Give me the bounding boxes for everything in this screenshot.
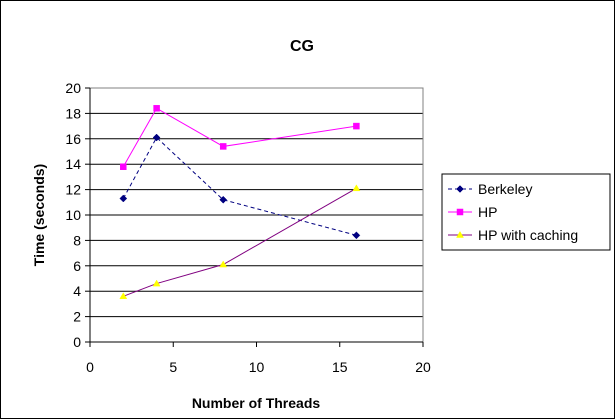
data-point bbox=[120, 163, 127, 170]
y-tick-label: 16 bbox=[65, 131, 81, 147]
y-axis-title: Time (seconds) bbox=[31, 164, 47, 266]
y-tick-label: 14 bbox=[65, 156, 81, 172]
legend: Berkeley HP HP with caching bbox=[441, 173, 611, 251]
legend-entry: HP bbox=[448, 204, 497, 220]
chart-title: CG bbox=[290, 38, 314, 55]
data-point bbox=[352, 231, 361, 240]
x-tick-label: 0 bbox=[86, 359, 94, 375]
x-tick-label: 20 bbox=[415, 359, 431, 375]
legend-marker bbox=[456, 231, 464, 238]
data-point bbox=[352, 184, 361, 192]
y-tick-label: 12 bbox=[65, 182, 81, 198]
legend-label: Berkeley bbox=[478, 181, 532, 197]
y-tick-label: 10 bbox=[65, 207, 81, 223]
x-tick-label: 15 bbox=[332, 359, 348, 375]
legend-label: HP with caching bbox=[478, 227, 578, 243]
series-line bbox=[123, 187, 357, 297]
y-tick-label: 20 bbox=[65, 80, 81, 96]
data-point bbox=[219, 195, 228, 204]
y-tick-label: 18 bbox=[65, 105, 81, 121]
data-point bbox=[119, 194, 128, 203]
data-point bbox=[219, 143, 227, 150]
series-line bbox=[122, 136, 357, 236]
data-point bbox=[119, 292, 128, 300]
legend-label: HP bbox=[478, 204, 497, 220]
axes: 0 2 4 6 8 10 12 14 16 18 20 0 5 10 15 20 bbox=[65, 80, 431, 375]
series-line bbox=[122, 107, 357, 167]
legend-marker bbox=[456, 208, 464, 216]
x-axis-title: Number of Threads bbox=[192, 395, 321, 411]
y-tick-label: 8 bbox=[73, 232, 81, 248]
data-point bbox=[353, 122, 360, 130]
grid-lines bbox=[90, 87, 423, 343]
y-tick-label: 6 bbox=[73, 258, 81, 274]
series-layer bbox=[119, 105, 361, 300]
data-point bbox=[219, 260, 228, 268]
series-hp bbox=[120, 105, 360, 170]
series-berkeley bbox=[119, 133, 361, 240]
y-tick-label: 4 bbox=[73, 283, 81, 299]
legend-marker bbox=[456, 185, 464, 193]
series-hp-with-caching bbox=[119, 184, 361, 300]
data-point bbox=[153, 105, 160, 112]
y-tick-label: 2 bbox=[73, 309, 81, 325]
data-point bbox=[152, 279, 161, 287]
y-tick-label: 0 bbox=[73, 334, 81, 350]
data-point bbox=[152, 133, 161, 142]
legend-entry: HP with caching bbox=[448, 227, 578, 243]
x-tick-label: 10 bbox=[249, 359, 265, 375]
x-tick-label: 5 bbox=[169, 359, 177, 375]
legend-entry: Berkeley bbox=[448, 181, 532, 197]
